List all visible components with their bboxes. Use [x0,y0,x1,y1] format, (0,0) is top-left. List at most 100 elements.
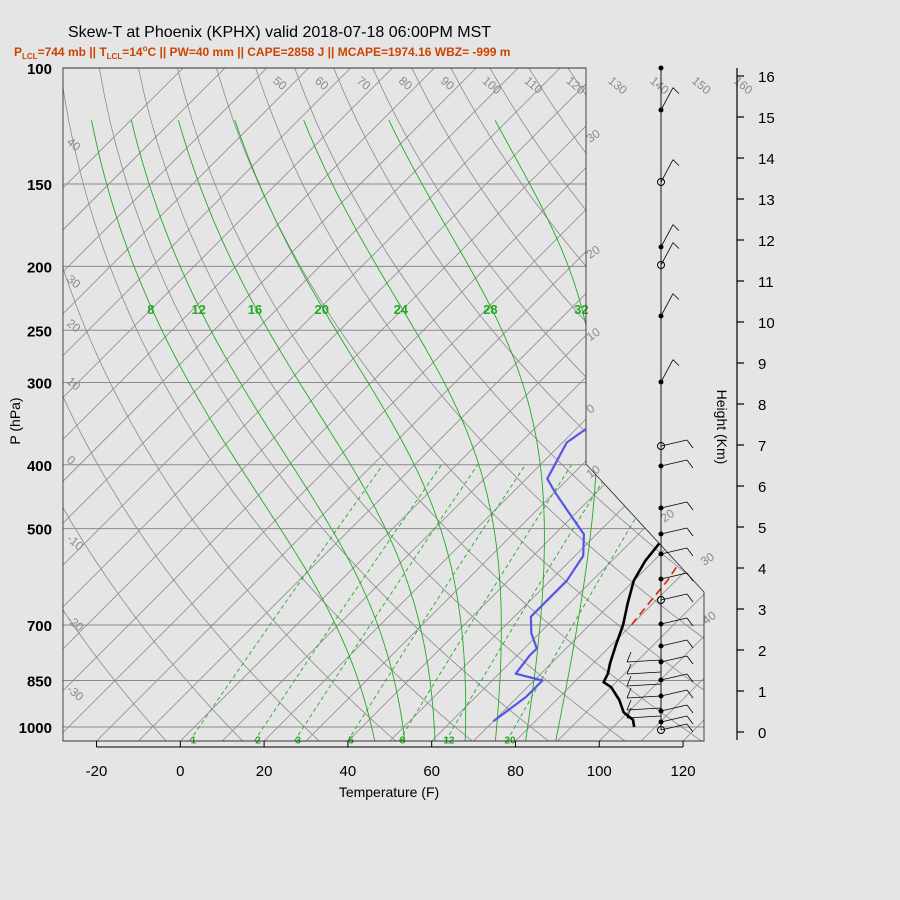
dry-adiabat [63,68,396,741]
saturated-adiabat-label: 16 [248,302,262,317]
dry-adiabat [63,68,243,741]
wind-barb-low-flag [626,675,632,687]
wind-barb-low [626,683,662,687]
isotherm-140 [767,68,900,741]
saturated-adiabat-16 [177,120,436,741]
height-tick-label: 7 [758,438,766,455]
chart-title: Skew-T at Phoenix (KPHX) valid 2018-07-1… [68,24,491,41]
wind-barb-flag [686,547,694,557]
isotherm--50 [63,68,645,741]
height-tick-label: 11 [758,274,774,291]
x-tick-label: 60 [423,763,440,780]
wind-level-marker [657,178,665,186]
wind-barb [660,723,688,731]
dry-adiabat [63,68,167,741]
dewpoint-line [492,68,704,723]
isotherm--130 [63,68,309,741]
wind-barb-low [626,671,662,675]
p-tick-label: 500 [27,522,52,539]
wind-barb-flag [686,689,694,699]
p-tick-label: 850 [27,674,52,691]
dry-adiabat [216,68,704,741]
wind-barb [660,459,688,467]
wind-barb [660,673,688,681]
height-axis-label: Height (Km) [714,390,730,465]
isotherm-label-right: 30 [698,549,717,568]
saturated-adiabat-20 [234,120,467,741]
isotherm-90 [557,68,704,741]
height-tick-label: 3 [758,602,766,619]
wind-barb [660,527,688,535]
height-tick-label: 8 [758,397,766,414]
saturated-adiabat-label: 32 [574,302,588,317]
chart-subtitle: PLCL=744 mb || TLCL=14oC || PW=40 mm || … [14,44,510,61]
saturated-adiabat-label: 8 [147,302,154,317]
p-tick-label: 300 [27,375,52,392]
dry-adiabat [802,68,900,741]
isotherm-80 [515,68,704,741]
saturated-adiabat-label: 28 [483,302,497,317]
wind-barb-low [626,715,662,719]
height-tick-label: 12 [758,233,775,250]
wind-barb-flag [672,293,680,300]
wind-level-marker [658,65,664,71]
wind-barb [660,224,674,248]
wind-barb [660,293,674,317]
saturated-adiabat-label: 12 [191,302,205,317]
isotherm-label-right: 20 [584,242,603,261]
p-tick-label: 150 [27,177,52,194]
isotherm-150 [809,68,900,741]
isotherm--140 [63,68,268,741]
wind-level-marker [657,261,665,269]
x-tick-label: 80 [507,763,524,780]
wind-level-marker [657,726,665,734]
isotherm-160 [851,68,900,741]
wind-barb-low [626,695,662,699]
wind-barb-low-flag [626,687,632,699]
wind-barb-flag [686,655,694,665]
wind-barb [660,87,674,111]
p-tick-label: 1000 [19,720,52,737]
dry-adiabat [333,68,704,741]
mixing-ratio-5 [347,464,526,741]
isotherm--80 [63,68,519,741]
axes: -20 0 20 40 60 80 100 1201001502002503004005007… [19,61,775,780]
isotherm-label-right: 30 [584,126,603,145]
height-tick-label: 6 [758,479,766,496]
isotherm--90 [63,68,477,741]
dry-adiabat [255,68,704,741]
wind-barb [660,704,688,712]
height-tick-label: 2 [758,643,766,660]
wind-barb [660,639,688,647]
wind-barb [660,547,688,555]
wind-barb [660,572,688,580]
dry-adiabat [63,68,320,741]
plot-border [62,67,705,742]
grid-lines [63,68,900,741]
wind-barb-flag [686,715,694,725]
wind-barb-flag [686,673,694,683]
wind-barb-flag [686,704,694,714]
x-tick-label: 20 [256,763,273,780]
wind-barb-flag [672,159,680,166]
wind-barb [660,439,688,447]
isotherm--40 [63,68,687,741]
mixing-ratio-12 [445,464,614,741]
isotherm--110 [63,68,393,741]
isotherm--120 [63,68,351,741]
mixing-ratio-20 [506,464,669,741]
wind-barb-low-flag [626,707,632,719]
height-tick-label: 1 [758,684,766,701]
x-tick-label: -20 [86,763,108,780]
dry-adiabat [724,68,900,741]
isotherm-label-right: 10 [584,325,603,344]
isotherm--150 [63,68,226,741]
p-tick-label: 400 [27,458,52,475]
wind-barb [660,655,688,663]
plot-area [63,68,704,741]
x-tick-label: 120 [671,763,696,780]
isotherm-0 [180,68,704,741]
wind-barb [660,159,674,183]
wind-barb [660,689,688,697]
